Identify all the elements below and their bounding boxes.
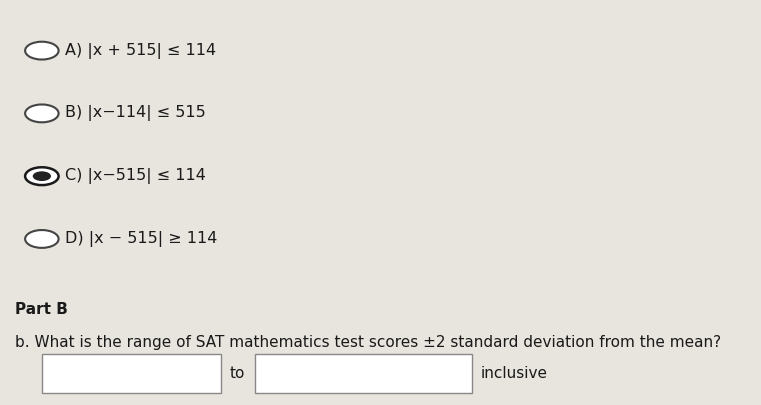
- Text: D) |x − 515| ≥ 114: D) |x − 515| ≥ 114: [65, 231, 217, 247]
- Text: inclusive: inclusive: [481, 366, 548, 381]
- Circle shape: [25, 104, 59, 122]
- FancyBboxPatch shape: [255, 354, 472, 393]
- Circle shape: [25, 167, 59, 185]
- Circle shape: [25, 42, 59, 60]
- Text: to: to: [230, 366, 245, 381]
- Text: B) |x−114| ≤ 515: B) |x−114| ≤ 515: [65, 105, 205, 121]
- Text: Part B: Part B: [15, 302, 68, 318]
- FancyBboxPatch shape: [42, 354, 221, 393]
- Text: C) |x−515| ≤ 114: C) |x−515| ≤ 114: [65, 168, 205, 184]
- Circle shape: [33, 171, 51, 181]
- Text: b. What is the range of SAT mathematics test scores ±2 standard deviation from t: b. What is the range of SAT mathematics …: [15, 335, 721, 350]
- Text: A) |x + 515| ≤ 114: A) |x + 515| ≤ 114: [65, 43, 216, 59]
- Circle shape: [25, 230, 59, 248]
